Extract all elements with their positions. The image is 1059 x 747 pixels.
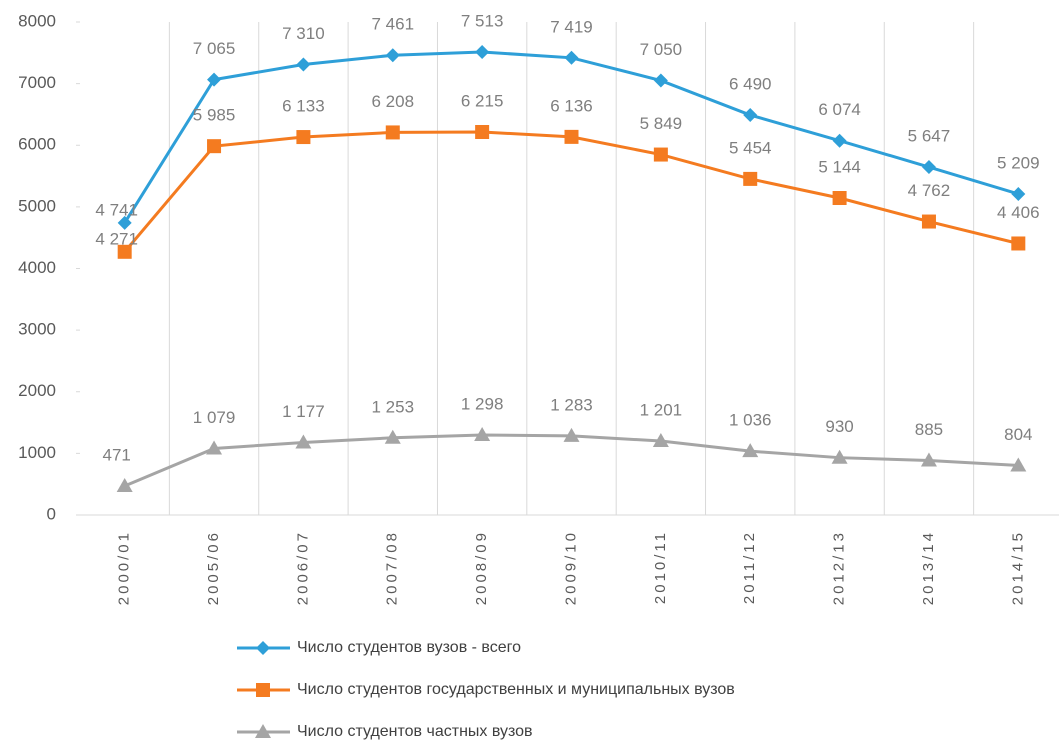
- y-tick-label: 8000: [18, 11, 56, 30]
- data-label: 1 201: [640, 400, 683, 419]
- data-label: 885: [915, 420, 943, 439]
- data-point: [920, 452, 937, 467]
- data-point: [384, 429, 401, 444]
- data-point: [207, 72, 222, 87]
- data-point: [743, 108, 758, 123]
- x-tick-label: 2012/13: [831, 530, 848, 605]
- y-tick-label: 1000: [18, 443, 56, 462]
- data-point: [474, 427, 491, 442]
- data-point: [564, 129, 579, 144]
- data-label: 6 208: [371, 92, 414, 111]
- data-point: [296, 57, 311, 72]
- data-label: 1 298: [461, 394, 504, 413]
- data-point: [385, 125, 400, 140]
- y-tick-label: 0: [47, 504, 56, 523]
- x-tick-label: 2005/06: [205, 530, 222, 605]
- data-point: [653, 73, 668, 88]
- x-tick-label: 2011/12: [741, 530, 758, 604]
- data-label: 1 079: [193, 408, 236, 427]
- data-label: 7 513: [461, 11, 504, 30]
- data-label: 1 253: [371, 397, 414, 416]
- x-tick-label: 2014/15: [1009, 530, 1026, 605]
- legend-label: Число студентов государственных и муници…: [297, 681, 735, 698]
- data-label: 7 310: [282, 24, 325, 43]
- data-label: 5 985: [193, 106, 236, 125]
- y-tick-label: 3000: [18, 320, 56, 339]
- data-point: [652, 432, 669, 447]
- legend-marker: [255, 724, 271, 738]
- data-label: 7 461: [371, 15, 414, 34]
- legend-marker: [256, 683, 270, 697]
- data-point: [207, 139, 222, 154]
- data-point: [475, 45, 490, 60]
- data-label: 5 454: [729, 138, 772, 157]
- data-label: 5 849: [640, 114, 683, 133]
- data-label: 1 036: [729, 411, 772, 430]
- data-point: [831, 449, 848, 464]
- legend-label: Число студентов вузов - всего: [297, 639, 521, 656]
- data-label: 4 762: [908, 181, 951, 200]
- data-point: [921, 160, 936, 175]
- y-tick-label: 4000: [18, 258, 56, 277]
- x-tick-label: 2009/10: [562, 530, 579, 605]
- data-point: [117, 215, 132, 230]
- data-point: [921, 214, 936, 229]
- data-label: 4 271: [95, 229, 138, 248]
- data-point: [116, 477, 133, 492]
- data-point: [742, 443, 759, 458]
- data-label: 471: [102, 445, 130, 464]
- data-label: 6 490: [729, 75, 772, 94]
- data-point: [475, 125, 490, 140]
- data-label: 7 065: [193, 39, 236, 58]
- data-label: 5 209: [997, 153, 1040, 172]
- y-tick-label: 6000: [18, 135, 56, 154]
- data-label: 930: [825, 417, 853, 436]
- data-point: [117, 244, 132, 259]
- data-point: [832, 191, 847, 206]
- data-label: 6 215: [461, 91, 504, 110]
- data-point: [564, 50, 579, 65]
- data-label: 4 741: [95, 200, 138, 219]
- data-label: 1 177: [282, 402, 325, 421]
- data-label: 6 074: [818, 100, 861, 119]
- data-label: 6 136: [550, 96, 593, 115]
- data-point: [1011, 186, 1026, 201]
- data-point: [653, 147, 668, 162]
- data-label: 5 647: [908, 126, 951, 145]
- x-tick-label: 2013/14: [920, 530, 937, 605]
- data-point: [206, 440, 223, 455]
- data-point: [1010, 457, 1027, 472]
- data-point: [563, 427, 580, 442]
- data-label: 5 144: [818, 157, 861, 176]
- data-point: [385, 48, 400, 63]
- data-label: 4 406: [997, 203, 1040, 222]
- data-label: 804: [1004, 425, 1032, 444]
- data-point: [1011, 236, 1026, 251]
- legend-marker: [256, 641, 270, 655]
- data-label: 7 050: [640, 40, 683, 59]
- x-tick-label: 2006/07: [294, 530, 311, 605]
- data-label: 6 133: [282, 97, 325, 116]
- y-tick-label: 7000: [18, 73, 56, 92]
- legend-label: Число студентов частных вузов: [297, 723, 533, 740]
- data-point: [296, 130, 311, 145]
- data-label: 1 283: [550, 395, 593, 414]
- y-tick-label: 5000: [18, 196, 56, 215]
- x-tick-label: 2008/09: [473, 530, 490, 605]
- x-tick-label: 2000/01: [116, 530, 133, 605]
- y-tick-label: 2000: [18, 381, 56, 400]
- x-tick-label: 2007/08: [384, 530, 401, 605]
- x-tick-label: 2010/11: [652, 530, 669, 604]
- data-label: 7 419: [550, 17, 593, 36]
- data-point: [743, 171, 758, 186]
- data-point: [832, 133, 847, 148]
- data-point: [295, 434, 312, 449]
